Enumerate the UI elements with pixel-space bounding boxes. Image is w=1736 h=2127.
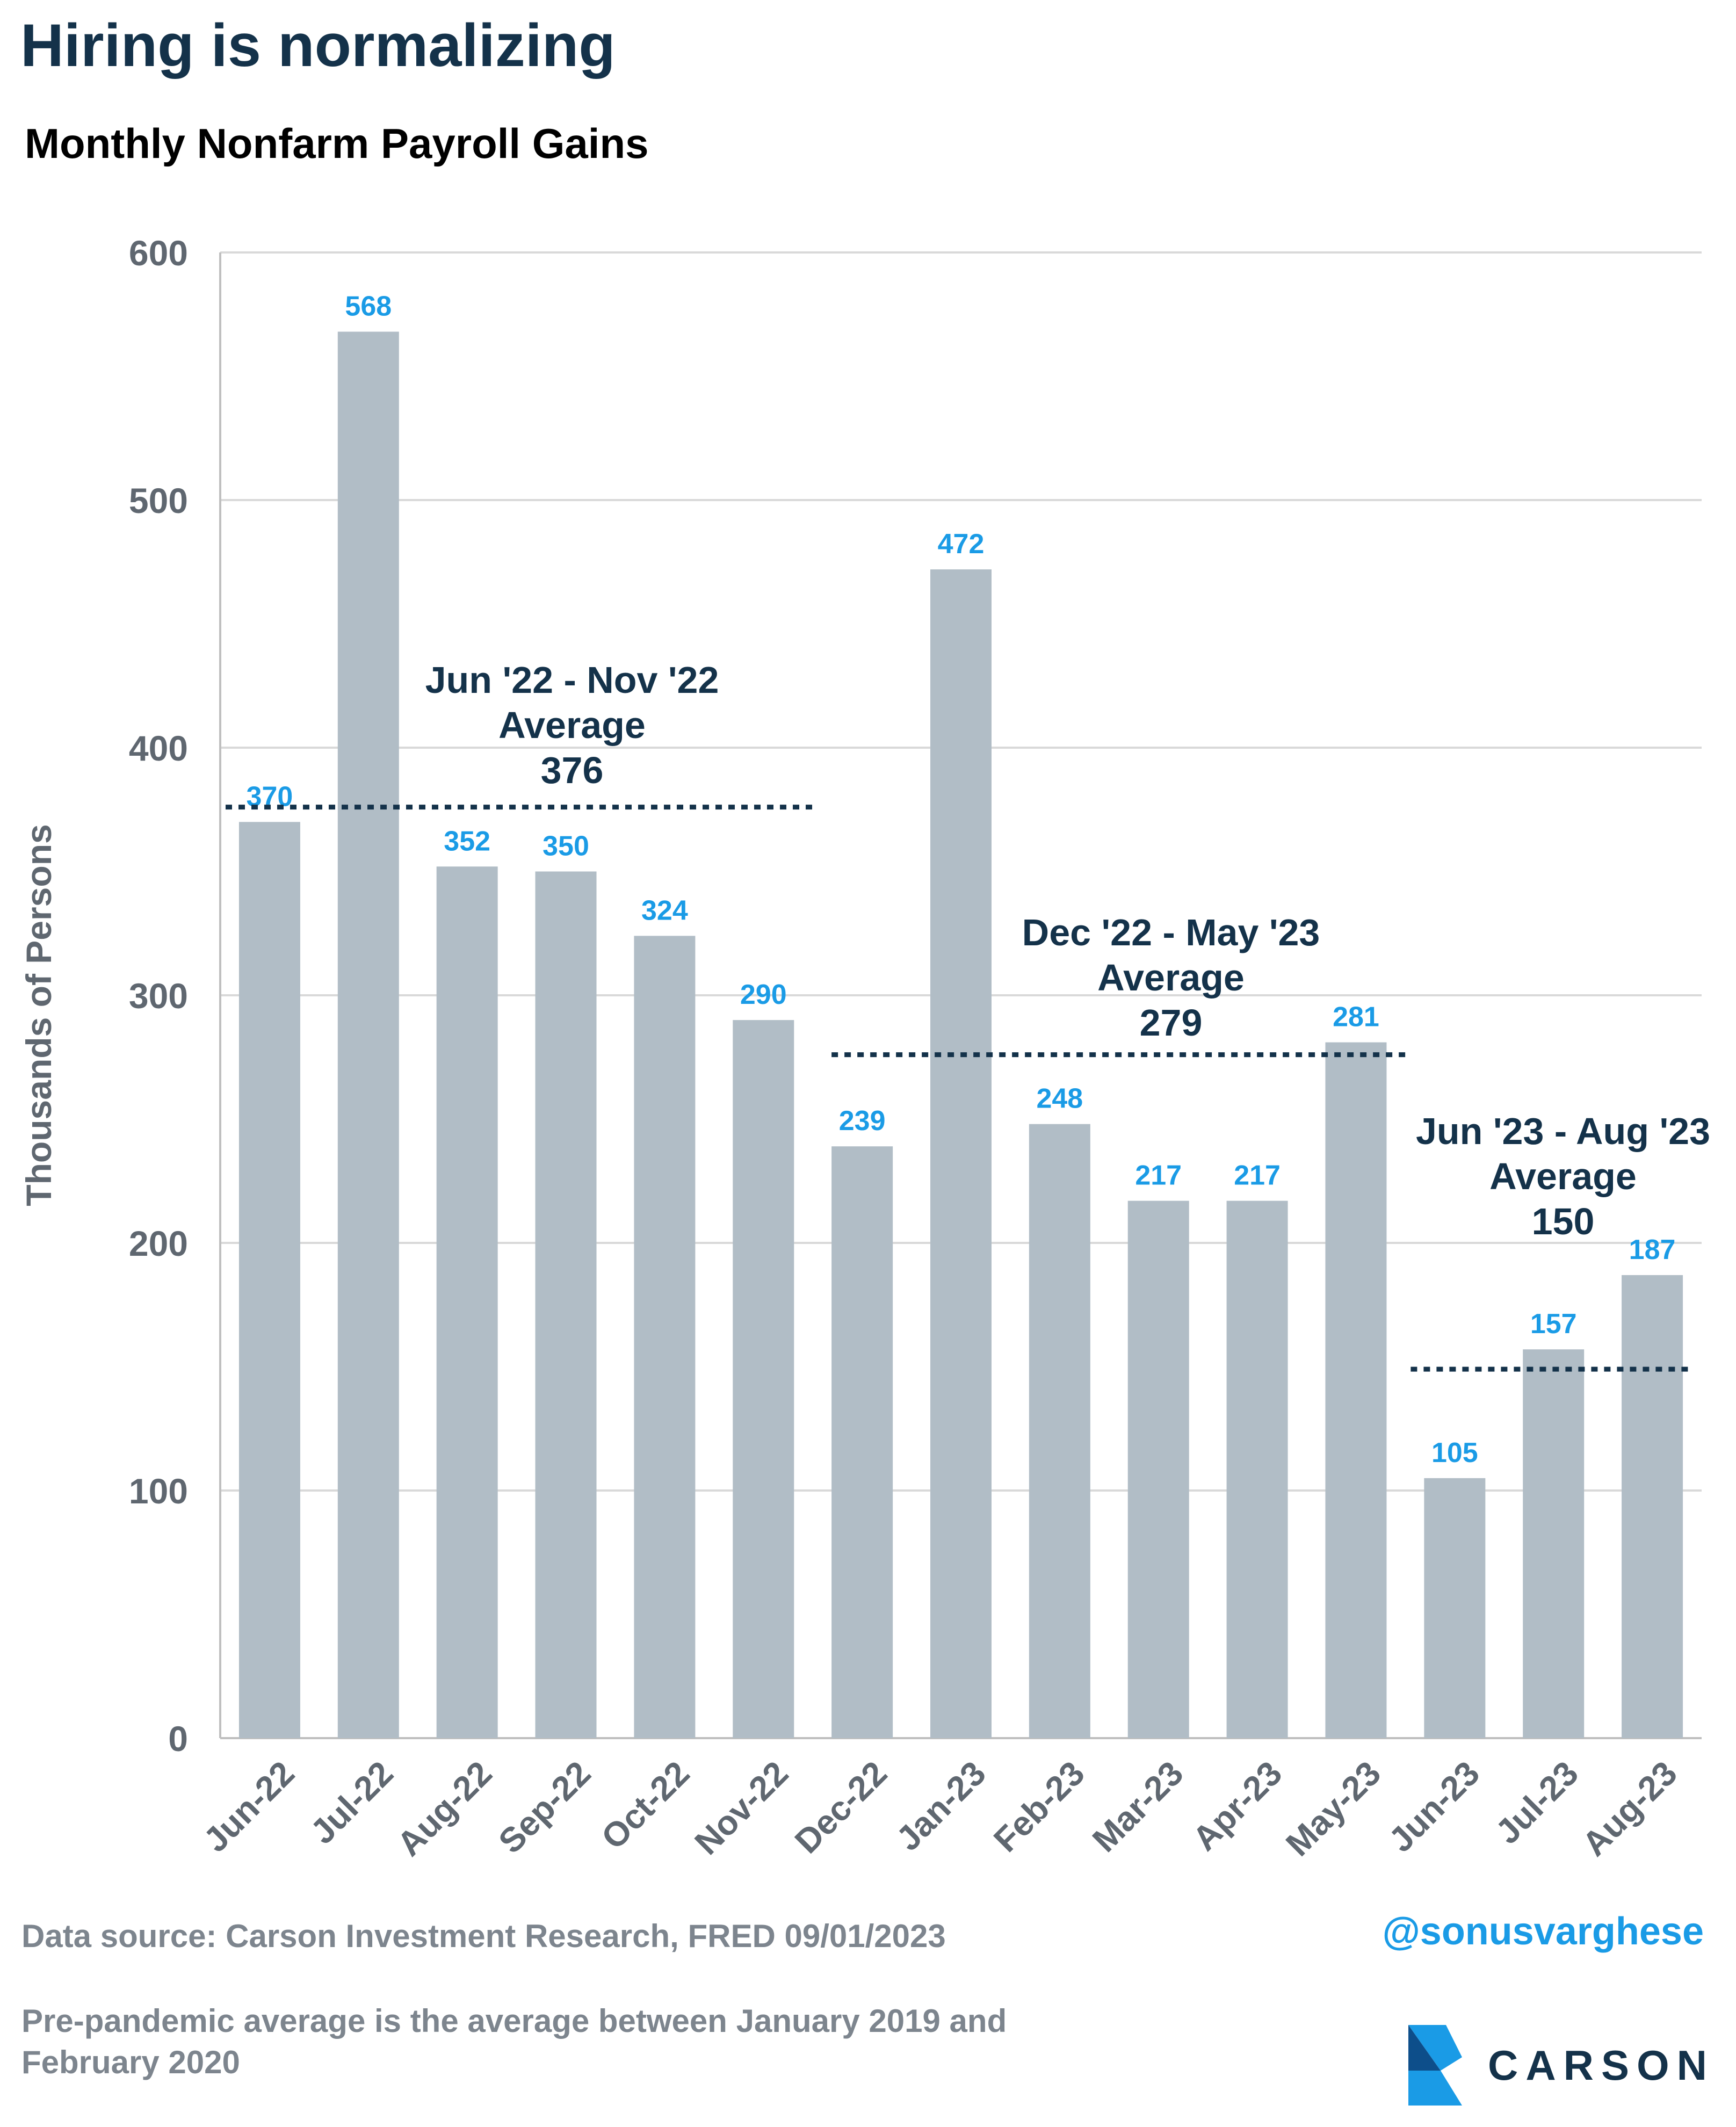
bar-jun-22 xyxy=(238,822,300,1738)
bar-sep-22 xyxy=(535,871,597,1738)
average-annotation: Jun '23 - Aug '23 xyxy=(1416,1110,1710,1152)
data-label: 472 xyxy=(938,529,985,560)
x-tick-label: Dec-22 xyxy=(787,1754,894,1861)
y-tick-label: 200 xyxy=(129,1224,188,1263)
average-annotation: 376 xyxy=(541,749,604,791)
bar-jan-23 xyxy=(930,569,992,1738)
data-label: 352 xyxy=(444,826,490,857)
x-tick-label: May-23 xyxy=(1278,1754,1388,1863)
carson-logo-icon xyxy=(1408,2025,1462,2106)
x-tick-label: Sep-22 xyxy=(491,1754,598,1861)
bar-may-23 xyxy=(1325,1042,1387,1738)
bar-mar-23 xyxy=(1127,1200,1189,1738)
x-tick-label: Nov-22 xyxy=(687,1754,795,1862)
y-tick-label: 600 xyxy=(129,233,188,273)
twitter-handle: @sonusvarghese xyxy=(1382,1910,1704,1953)
data-label: 187 xyxy=(1629,1234,1676,1265)
x-tick-label: Aug-22 xyxy=(389,1754,499,1863)
data-label: 105 xyxy=(1431,1437,1478,1468)
x-tick-label: Jun-22 xyxy=(196,1754,302,1860)
y-axis-ticks: 0 100 200 300 400 500 600 xyxy=(129,233,188,1759)
y-axis-label: Thousands of Persons xyxy=(19,824,59,1206)
bar-nov-22 xyxy=(733,1020,794,1738)
x-tick-label: Apr-23 xyxy=(1185,1754,1289,1858)
bar-aug-22 xyxy=(436,866,498,1738)
average-annotation: 150 xyxy=(1532,1200,1595,1242)
y-tick-label: 500 xyxy=(129,481,188,520)
bar-jul-22 xyxy=(337,331,399,1738)
bar-feb-23 xyxy=(1029,1124,1090,1738)
y-tick-label: 400 xyxy=(129,728,188,768)
average-annotation: 279 xyxy=(1140,1002,1203,1044)
data-label: 350 xyxy=(542,831,589,862)
average-annotation: Average xyxy=(1489,1155,1637,1197)
average-annotation: Dec '22 - May '23 xyxy=(1022,911,1320,953)
x-tick-label: Oct-22 xyxy=(594,1754,697,1857)
pre-pandemic-note-line2: February 2020 xyxy=(21,2044,240,2080)
bar-oct-22 xyxy=(634,936,696,1738)
y-tick-label: 300 xyxy=(129,976,188,1016)
x-tick-label: Mar-23 xyxy=(1085,1754,1191,1860)
x-tick-label: Aug-23 xyxy=(1575,1754,1684,1863)
x-tick-label: Jan-23 xyxy=(889,1754,993,1858)
data-label: 568 xyxy=(345,291,392,322)
average-annotation: Average xyxy=(1097,957,1245,999)
data-label: 217 xyxy=(1135,1160,1182,1191)
average-annotation: Jun '22 - Nov '22 xyxy=(425,659,719,701)
x-tick-label: Jul-22 xyxy=(303,1754,401,1851)
x-tick-label: Jun-23 xyxy=(1381,1754,1487,1860)
bar-aug-23 xyxy=(1622,1275,1683,1738)
x-axis-ticks: Jun-22 Jul-22Aug-22Sep-22Oct-22Nov-22Dec-… xyxy=(196,1754,1684,1863)
x-tick-label: Feb-23 xyxy=(986,1754,1092,1860)
bar-apr-23 xyxy=(1226,1200,1288,1738)
data-label: 157 xyxy=(1530,1308,1577,1340)
average-annotation: Average xyxy=(498,704,646,746)
data-label: 290 xyxy=(740,979,787,1010)
data-label: 248 xyxy=(1036,1083,1083,1115)
data-label: 217 xyxy=(1234,1160,1281,1191)
chart-title: Hiring is normalizing xyxy=(20,12,616,79)
y-tick-label: 100 xyxy=(129,1471,188,1511)
data-label: 281 xyxy=(1333,1002,1379,1033)
y-tick-label: 0 xyxy=(168,1719,188,1759)
x-tick-label: Jul-23 xyxy=(1488,1754,1586,1851)
bars xyxy=(238,331,1683,1738)
bar-jul-23 xyxy=(1523,1349,1585,1738)
data-source-note: Data source: Carson Investment Research,… xyxy=(21,1918,946,1954)
carson-logo-text: CARSON xyxy=(1488,2042,1715,2089)
bar-jun-23 xyxy=(1424,1478,1486,1738)
pre-pandemic-note-line1: Pre-pandemic average is the average betw… xyxy=(21,2003,1007,2039)
data-label: 324 xyxy=(641,895,688,926)
chart-subtitle: Monthly Nonfarm Payroll Gains xyxy=(25,120,649,167)
bar-dec-22 xyxy=(831,1146,893,1738)
data-label: 239 xyxy=(839,1105,886,1137)
